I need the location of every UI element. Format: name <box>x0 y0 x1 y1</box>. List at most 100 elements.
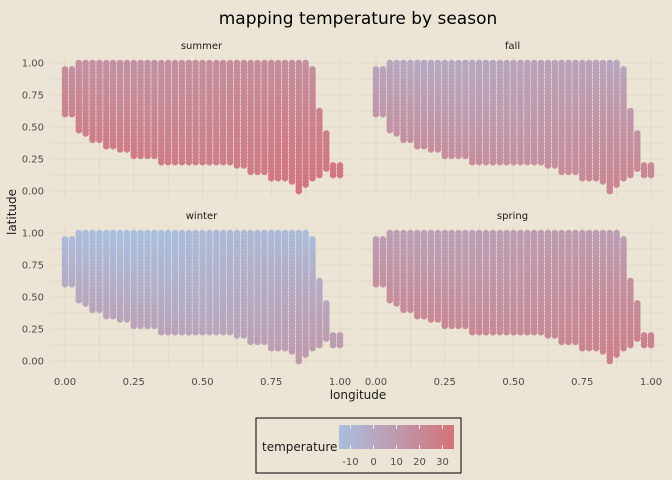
legend-tick-label: 10 <box>390 457 403 468</box>
data-point <box>482 229 490 237</box>
data-point <box>455 59 462 67</box>
data-point <box>462 229 469 237</box>
data-point <box>537 229 545 237</box>
data-point <box>68 236 76 243</box>
data-point <box>510 229 517 237</box>
data-point <box>517 229 524 237</box>
data-point <box>137 59 144 67</box>
data-point <box>393 59 400 67</box>
data-point <box>199 59 206 67</box>
data-point <box>565 59 572 67</box>
data-point <box>469 229 476 237</box>
data-point <box>109 229 117 237</box>
data-point <box>530 59 538 67</box>
data-point <box>634 130 641 137</box>
facet-label-fall: fall <box>505 41 520 52</box>
data-point <box>247 59 254 67</box>
data-point <box>144 59 151 67</box>
data-point <box>496 59 504 67</box>
data-point <box>219 229 227 237</box>
data-point <box>606 59 614 67</box>
x-tick-label: 0.00 <box>54 377 76 388</box>
data-point <box>213 59 220 67</box>
data-point <box>254 59 261 67</box>
x-tick-label: 0.00 <box>365 377 387 388</box>
data-point <box>475 59 483 67</box>
data-point <box>572 59 579 67</box>
data-point <box>640 162 648 169</box>
data-point <box>372 236 380 243</box>
data-point <box>89 59 96 67</box>
data-point <box>75 229 83 237</box>
data-point <box>185 59 193 67</box>
data-point <box>302 229 309 237</box>
data-point <box>247 229 254 237</box>
data-point <box>482 59 490 67</box>
data-point <box>613 59 620 67</box>
data-point <box>144 229 151 237</box>
data-point <box>400 229 407 237</box>
data-point <box>178 229 186 237</box>
data-point <box>309 236 316 243</box>
data-point <box>647 162 655 169</box>
data-point <box>627 107 634 115</box>
data-point <box>323 130 330 137</box>
data-point <box>393 229 400 237</box>
chart-title: mapping temperature by season <box>219 9 498 29</box>
data-point <box>137 229 144 237</box>
data-point <box>613 229 620 237</box>
data-point <box>240 229 248 237</box>
data-point <box>441 229 449 237</box>
data-point <box>151 59 158 67</box>
data-point <box>558 59 565 67</box>
data-point <box>226 229 234 237</box>
legend: temperature -10 0 10 20 30 <box>255 417 462 474</box>
data-point <box>171 59 179 67</box>
data-point <box>441 59 449 67</box>
data-point <box>192 229 199 237</box>
y-tick-label: 0.50 <box>22 293 44 304</box>
data-point <box>386 229 394 237</box>
facet-label-winter: winter <box>186 211 218 222</box>
x-tick-label: 0.50 <box>502 377 524 388</box>
data-point <box>261 59 268 67</box>
data-point <box>496 229 504 237</box>
data-point <box>199 229 206 237</box>
legend-tick-label: 30 <box>436 457 449 468</box>
data-point <box>503 59 510 67</box>
data-point <box>558 229 565 237</box>
data-point <box>544 229 552 237</box>
data-point <box>585 59 593 67</box>
data-point <box>434 229 442 237</box>
data-point <box>288 59 296 67</box>
data-point <box>647 332 655 339</box>
data-point <box>434 59 442 67</box>
data-point <box>268 229 275 237</box>
data-point <box>164 229 172 237</box>
x-axis-title: longitude <box>330 388 387 402</box>
data-point <box>274 59 282 67</box>
data-point <box>192 59 199 67</box>
x-tick-label: 1.00 <box>329 377 351 388</box>
data-point <box>103 229 110 237</box>
data-point <box>462 59 469 67</box>
points-spring <box>372 229 655 365</box>
data-point <box>414 229 421 237</box>
data-point <box>489 229 497 237</box>
data-point <box>185 229 193 237</box>
data-point <box>455 229 462 237</box>
x-tick-label: 0.25 <box>123 377 145 388</box>
data-point <box>524 59 531 67</box>
y-tick-label: 0.75 <box>22 91 44 102</box>
points-summer <box>61 59 344 195</box>
data-point <box>274 229 282 237</box>
data-point <box>130 229 138 237</box>
data-point <box>400 59 407 67</box>
data-point <box>627 277 634 285</box>
data-point <box>82 229 89 237</box>
data-point <box>164 59 172 67</box>
data-point <box>302 59 309 67</box>
data-point <box>599 229 607 237</box>
